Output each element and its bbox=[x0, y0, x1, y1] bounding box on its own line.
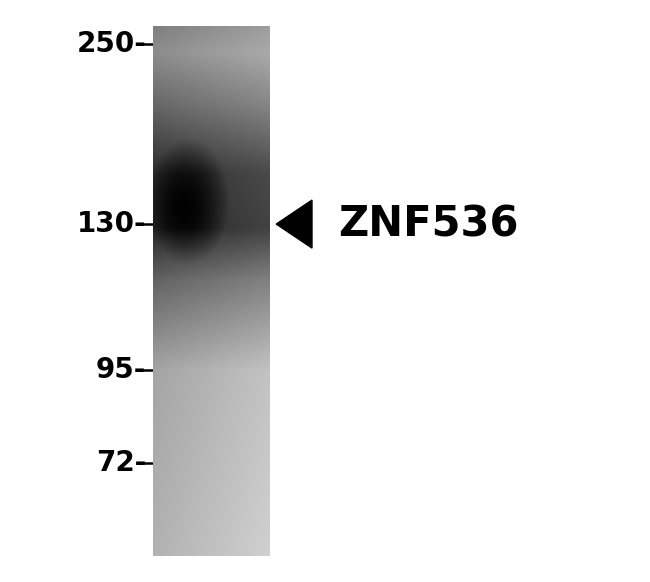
Text: ZNF536: ZNF536 bbox=[338, 203, 519, 245]
Text: 95-: 95- bbox=[96, 356, 146, 384]
Text: 250-: 250- bbox=[77, 30, 146, 58]
Text: 72-: 72- bbox=[96, 449, 146, 477]
Polygon shape bbox=[276, 200, 312, 248]
Text: 130-: 130- bbox=[77, 210, 146, 238]
